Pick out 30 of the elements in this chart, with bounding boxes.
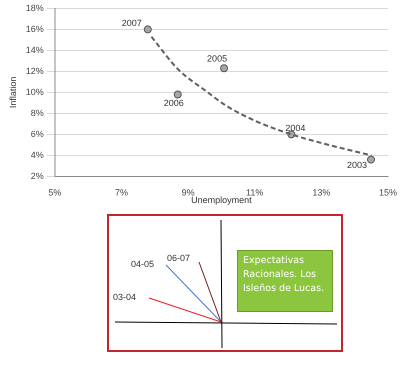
y-tick-label: 6% (30, 128, 44, 139)
y-tick-label: 16% (26, 24, 44, 34)
text: Expectativas Racionales. Los Isleños de Lucas. (237, 250, 333, 312)
annotation: 2007 (122, 18, 142, 28)
x-tick-label: 15% (378, 187, 397, 198)
text: 06-07 (167, 253, 190, 263)
y-tick-label: 12% (26, 66, 44, 76)
x-tick-label: 5% (48, 187, 62, 198)
point (367, 156, 375, 164)
point (174, 90, 182, 98)
x-axis-title: Unemployment (191, 195, 252, 206)
y-axis-title: Inflation (8, 76, 18, 108)
y-tick-label: 18% (26, 2, 44, 13)
annotation: 2004 (285, 122, 306, 133)
y-tick-label: 2% (30, 170, 44, 181)
y-tick-label: 10% (26, 86, 44, 97)
annotation: 2005 (207, 54, 228, 64)
y-tick-label: 14% (26, 44, 44, 55)
x-tick-label: 7% (114, 187, 128, 198)
x-tick-label: 13% (312, 187, 330, 198)
text: 04-05 (131, 259, 154, 269)
x-tick-label: 9% (182, 187, 195, 198)
y-tick-label: 4% (30, 150, 44, 160)
y-tick-label: 8% (30, 108, 44, 118)
text: 03-04 (113, 292, 136, 302)
annotation: 2006 (164, 98, 184, 108)
point (144, 25, 152, 34)
point (220, 64, 228, 72)
annotation: 2003 (346, 160, 368, 170)
x-tick-label: 11% (246, 187, 264, 198)
